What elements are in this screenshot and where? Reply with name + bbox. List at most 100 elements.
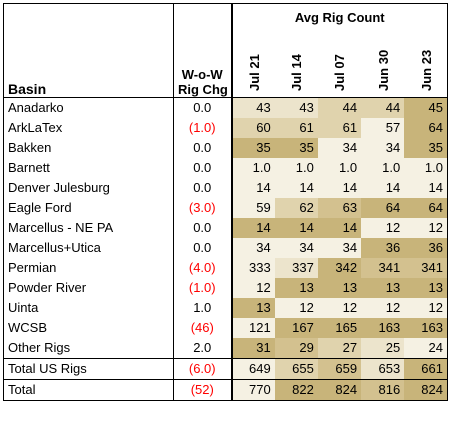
rig-count-cell: 121 <box>231 318 275 338</box>
rig-count-cell: 35 <box>274 138 318 158</box>
date-column-header: Jun 30 <box>361 30 405 98</box>
rig-count-cell: 341 <box>361 258 405 278</box>
basin-name: Eagle Ford <box>3 198 174 218</box>
rig-count-cell: 31 <box>231 338 275 359</box>
wow-rig-change: 0.0 <box>173 238 233 258</box>
date-column-header: Jul 14 <box>274 30 318 98</box>
rig-count-cell: 27 <box>317 338 362 359</box>
wow-rig-change: 0.0 <box>173 138 233 158</box>
basin-name: Denver Julesburg <box>3 178 174 198</box>
basin-row: Marcellus - NE PA 0.0 14 14 14 12 12 <box>3 218 449 238</box>
rig-count-cell: 44 <box>361 97 405 118</box>
rig-count-cell: 64 <box>361 198 405 218</box>
rig-count-cell: 25 <box>361 338 405 359</box>
basin-row: Anadarko 0.0 43 43 44 44 45 <box>3 97 449 118</box>
date-column-header: Jul 21 <box>231 30 275 98</box>
rig-count-cell: 649 <box>231 358 275 380</box>
rig-count-cell: 163 <box>404 318 449 338</box>
date-column-header: Jun 23 <box>404 30 449 98</box>
rig-count-cell: 659 <box>317 358 362 380</box>
basin-row: Denver Julesburg 0.0 14 14 14 14 14 <box>3 178 449 198</box>
total-row: Total (52) 770 822 824 816 824 <box>3 379 449 401</box>
rig-count-cell: 44 <box>317 97 362 118</box>
rig-count-cell: 12 <box>274 298 318 318</box>
rig-count-cell: 61 <box>317 118 362 138</box>
rig-count-cell: 14 <box>231 218 275 238</box>
rig-count-cell: 1.0 <box>231 158 275 178</box>
wow-rig-change: (52) <box>173 379 233 401</box>
wow-rig-change: (4.0) <box>173 258 233 278</box>
rig-count-cell: 13 <box>231 298 275 318</box>
rig-count-cell: 34 <box>317 138 362 158</box>
basin-name: Anadarko <box>3 97 174 118</box>
rig-count-cell: 12 <box>404 218 449 238</box>
rig-count-cell: 342 <box>317 258 362 278</box>
wow-rig-change: (6.0) <box>173 358 233 380</box>
rig-count-cell: 14 <box>404 178 449 198</box>
rig-count-cell: 43 <box>231 97 275 118</box>
date-label: Jul 07 <box>332 54 348 91</box>
rig-count-cell: 61 <box>274 118 318 138</box>
rig-count-cell: 13 <box>404 278 449 298</box>
avg-rig-count-header: Avg Rig Count <box>231 3 448 30</box>
basin-row: Eagle Ford (3.0) 59 62 63 64 64 <box>3 198 449 218</box>
rig-count-cell: 34 <box>361 138 405 158</box>
rig-count-cell: 1.0 <box>274 158 318 178</box>
basin-name: Powder River <box>3 278 174 298</box>
basin-name: WCSB <box>3 318 174 338</box>
basin-name: Marcellus - NE PA <box>3 218 174 238</box>
basin-row: Other Rigs 2.0 31 29 27 25 24 <box>3 338 449 359</box>
rig-count-cell: 43 <box>274 97 318 118</box>
rig-count-cell: 63 <box>317 198 362 218</box>
rig-count-cell: 12 <box>404 298 449 318</box>
date-label: Jun 30 <box>375 49 391 91</box>
rig-count-table: Basin W-o-W Rig Chg Avg Rig Count Jul 21… <box>3 3 449 401</box>
rig-count-cell: 14 <box>274 218 318 238</box>
rig-count-cell: 14 <box>274 178 318 198</box>
rig-count-cell: 24 <box>404 338 449 359</box>
rig-count-cell: 59 <box>231 198 275 218</box>
basin-row: ArkLaTex (1.0) 60 61 61 57 64 <box>3 118 449 138</box>
rig-count-cell: 14 <box>231 178 275 198</box>
basin-name: ArkLaTex <box>3 118 174 138</box>
wow-rig-change-header: W-o-W Rig Chg <box>173 3 233 98</box>
table-header: Basin W-o-W Rig Chg Avg Rig Count Jul 21… <box>3 3 449 98</box>
rig-count-cell: 14 <box>361 178 405 198</box>
rig-count-cell: 1.0 <box>317 158 362 178</box>
rig-count-cell: 165 <box>317 318 362 338</box>
rig-count-cell: 1.0 <box>361 158 405 178</box>
date-column-header: Jul 07 <box>317 30 362 98</box>
basin-name: Total US Rigs <box>3 358 174 380</box>
wow-rig-change: 0.0 <box>173 218 233 238</box>
rig-count-cell: 14 <box>317 218 362 238</box>
rig-count-cell: 337 <box>274 258 318 278</box>
basin-row: Powder River (1.0) 12 13 13 13 13 <box>3 278 449 298</box>
date-header-row: Jul 21 Jul 14 Jul 07 Jun 30 Jun 23 <box>4 30 449 98</box>
rig-count-cell: 34 <box>274 238 318 258</box>
rig-count-cell: 822 <box>274 379 318 401</box>
basin-row: Permian (4.0) 333 337 342 341 341 <box>3 258 449 278</box>
rig-count-cell: 770 <box>231 379 275 401</box>
rig-count-cell: 35 <box>404 138 449 158</box>
rig-count-cell: 36 <box>361 238 405 258</box>
date-label: Jul 14 <box>289 54 305 91</box>
rig-count-cell: 34 <box>317 238 362 258</box>
basin-row: WCSB (46) 121 167 165 163 163 <box>3 318 449 338</box>
basin-name: Uinta <box>3 298 174 318</box>
basin-row: Barnett 0.0 1.0 1.0 1.0 1.0 1.0 <box>3 158 449 178</box>
table-body: Anadarko 0.0 43 43 44 44 45 ArkLaTex (1.0) 60 61 61… <box>3 97 449 401</box>
rig-count-cell: 167 <box>274 318 318 338</box>
rig-count-cell: 333 <box>231 258 275 278</box>
rig-count-cell: 64 <box>404 118 449 138</box>
wow-rig-change: 1.0 <box>173 298 233 318</box>
basin-name: Total <box>3 379 174 401</box>
rig-count-cell: 13 <box>317 278 362 298</box>
rig-count-cell: 1.0 <box>404 158 449 178</box>
wow-rig-change: 0.0 <box>173 178 233 198</box>
wow-rig-change: 2.0 <box>173 338 233 359</box>
rig-count-cell: 12 <box>361 298 405 318</box>
rig-count-cell: 36 <box>404 238 449 258</box>
rig-count-cell: 13 <box>274 278 318 298</box>
rig-count-cell: 824 <box>317 379 362 401</box>
rig-count-cell: 45 <box>404 97 449 118</box>
